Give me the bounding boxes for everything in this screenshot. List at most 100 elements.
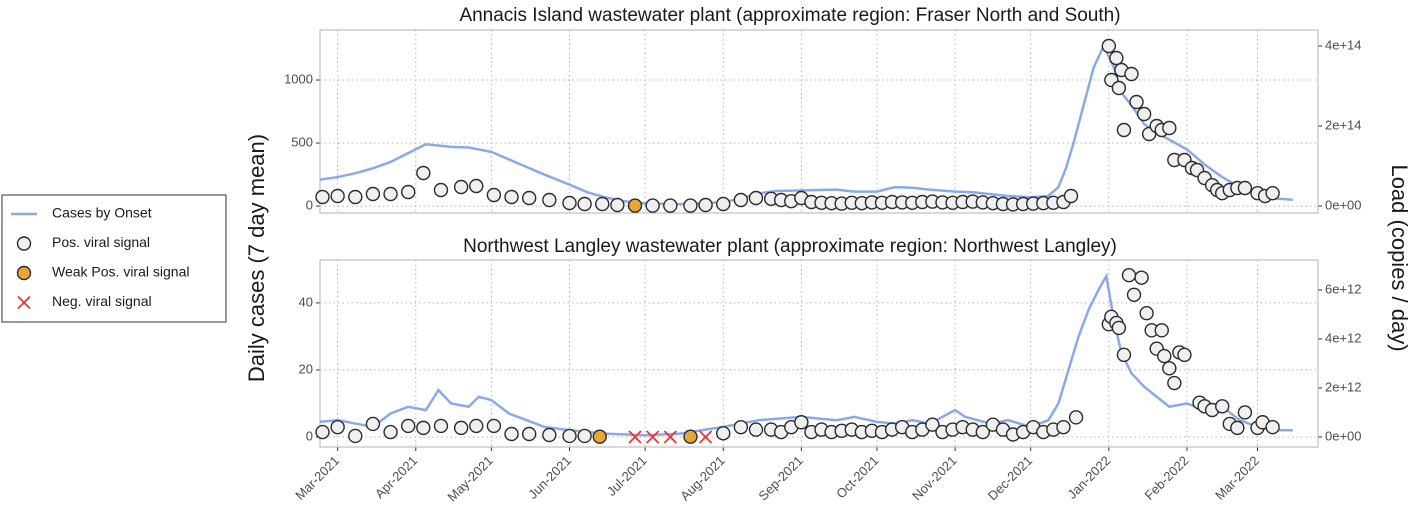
circle-point [1177,347,1192,363]
circle-point [748,190,764,206]
circle-point [1162,120,1177,136]
circle-point [330,419,345,435]
x-tick-label: Jan-2022 [1064,453,1113,502]
y-tick-label: 0 [306,428,313,443]
circle-point [1136,106,1152,122]
circle-point [401,184,416,200]
x-tick-label: May-2021 [444,453,495,504]
circle-point [1215,399,1230,414]
x-tick-label: Oct-2021 [833,453,881,501]
circle-point [1129,94,1144,110]
circle-point [330,188,345,204]
legend-box [1,194,227,323]
y2-tick-label: 4e+14 [1325,37,1362,52]
circle-point [542,427,557,443]
y2-tick-label: 6e+12 [1325,281,1362,296]
circle-point [610,197,625,213]
circle-point [1116,122,1132,138]
circle-point [486,418,502,434]
y2-tick-label: 2e+14 [1325,117,1362,132]
circle-point [1063,188,1079,204]
circle-point [794,415,809,430]
y2-tick-label: 0e+00 [1325,197,1362,212]
circle-point [504,189,519,205]
circle-point [416,165,431,181]
circle-point [453,179,469,195]
circle-point [562,428,577,444]
legend-swatch [17,295,31,310]
circle-point [595,196,610,212]
y-tick-label: 1000 [284,71,313,86]
x-tick-label: Sep-2021 [755,453,805,503]
circle-point [1237,405,1253,420]
circle-point [315,424,330,440]
circle-point [698,197,713,213]
line-series [319,272,1293,437]
circle-point [486,187,502,203]
plot-border [319,259,1319,448]
y-tick-label: 0 [306,198,313,213]
circle-point [577,428,592,444]
circle-point [1068,410,1084,425]
circle-point [365,186,381,202]
circle-point [1162,361,1177,376]
circle-point [433,182,449,198]
circle-point [1124,66,1139,82]
cross-point [646,430,660,444]
cross-point [698,430,713,444]
circle-point [453,420,469,436]
y-tick-label: 500 [291,134,313,149]
circle-point [1116,347,1132,363]
circle-point [716,426,731,441]
circle-point [365,416,381,432]
circle-point [716,196,731,212]
circle-point [683,198,698,213]
x-tick-label: Nov-2021 [909,453,959,503]
circle-point [1265,419,1280,435]
y-tick-label: 40 [299,294,313,309]
circle-point [1139,305,1154,321]
y-tick-label: 20 [299,361,313,376]
circle-point [925,417,940,432]
circle-point [504,426,519,442]
circle-point [562,195,577,211]
cross-point [628,430,642,444]
x-tick-label: Apr-2021 [372,453,420,501]
circle-point [663,198,678,213]
x-tick-label: Aug-2021 [677,453,727,503]
circle-point [1126,287,1142,303]
circle-point [521,426,537,442]
x-tick-label: Mar-2021 [292,453,342,503]
legend-label: Neg. viral signal [52,293,152,309]
circle-point [469,178,484,194]
y2-tick-label: 2e+12 [1325,379,1362,394]
legend-label: Cases by Onset [52,205,152,221]
x-tick-label: Jul-2021 [604,453,650,499]
circle-point [1237,180,1253,196]
circle-point [733,419,749,435]
legend-swatch [16,265,32,281]
circle-point [416,420,431,436]
circle-point [645,198,660,213]
circle-point [1101,38,1117,54]
cross-point [663,430,677,444]
y-axis-label: Daily cases (7 day mean) [244,134,269,382]
circle-point [1134,270,1149,285]
circle-point [348,428,363,444]
circle-point [1154,323,1169,338]
plot-border [319,29,1319,214]
y2-axis-label: Load (copies / day) [1387,164,1412,351]
circle-point [683,429,698,444]
circle-point [1109,50,1124,66]
legend-swatch [16,236,32,251]
x-tick-label: Jun-2021 [525,453,574,502]
y2-tick-label: 4e+12 [1325,330,1362,345]
circle-point [592,429,607,444]
circle-point [1111,80,1127,96]
panel-title: Northwest Langley wastewater plant (appr… [463,236,1117,257]
circle-point [469,418,484,434]
circle-point [1230,420,1245,436]
circle-point [401,418,416,434]
circle-point [1167,375,1182,391]
